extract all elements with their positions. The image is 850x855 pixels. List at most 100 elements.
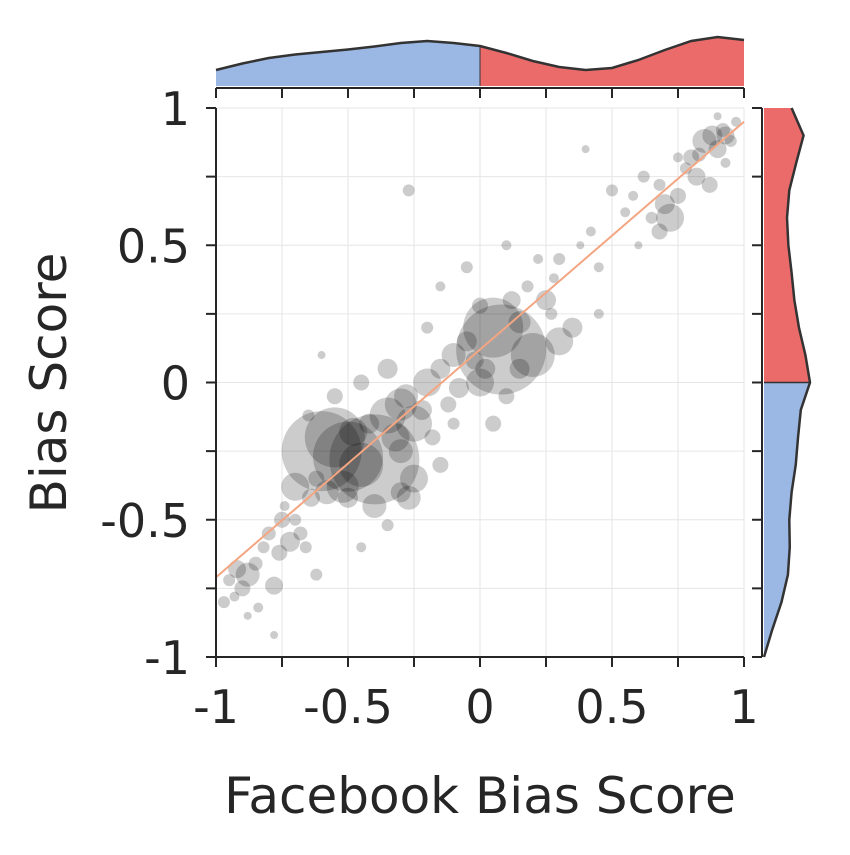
scatter-point <box>593 262 604 273</box>
grid-lines <box>215 107 745 658</box>
scatter-point <box>683 149 700 166</box>
scatter-point <box>248 556 263 571</box>
scatter-point <box>645 211 658 224</box>
scatter-point <box>576 241 585 250</box>
scatter-point <box>281 411 362 492</box>
scatter-point <box>651 223 668 240</box>
scatter-point <box>310 568 323 581</box>
scatter-point <box>441 343 466 368</box>
scatter-point <box>234 580 251 597</box>
scatter-point <box>498 388 515 405</box>
scatter-point <box>228 560 247 579</box>
scatter-point <box>634 241 643 250</box>
scatter-point <box>435 281 446 292</box>
scatter-point <box>509 358 530 379</box>
trend-line <box>215 120 745 579</box>
y-tick-label: 1 <box>161 82 190 136</box>
scatter-point <box>653 178 666 191</box>
scatter-point <box>628 190 639 201</box>
scatter-point <box>460 261 473 274</box>
scatter-point <box>673 152 683 163</box>
tick-labels: -1 -0.5 0 0.5 1 -1 -0.5 0 0.5 1 <box>100 82 758 734</box>
scatter-point <box>338 487 358 508</box>
scatter-point <box>485 415 502 432</box>
x-axis-title: Facebook Bias Score <box>224 767 736 825</box>
scatter-point <box>326 470 359 503</box>
scatter-point <box>521 280 534 293</box>
scatter-point <box>456 304 547 395</box>
scatter-point <box>293 526 308 541</box>
scatter-point <box>394 384 419 409</box>
scatter-point <box>656 203 685 232</box>
scatter-point <box>545 307 558 320</box>
scatter-point <box>456 331 477 352</box>
scatter-point <box>708 140 727 159</box>
scatter-point <box>329 414 420 505</box>
scatter-point <box>687 167 706 186</box>
scatter-point <box>501 240 512 251</box>
scatter-point <box>716 126 735 145</box>
scatter-point <box>548 273 559 284</box>
scatter-point <box>308 470 325 487</box>
scatter-point <box>243 611 252 620</box>
marginal-y-positive-fill <box>764 108 810 383</box>
scatter-point <box>279 531 300 552</box>
scatter-point <box>313 421 383 492</box>
marginal-y-negative-fill <box>764 382 810 657</box>
scatter-point <box>724 134 737 147</box>
scatter-point <box>223 574 236 587</box>
scatter-point <box>270 631 279 640</box>
x-tick-label: -0.5 <box>303 680 393 734</box>
scatter-point <box>585 226 596 237</box>
scatter-point <box>326 388 343 405</box>
scatter-point <box>670 187 686 204</box>
scatter-point <box>463 297 524 358</box>
scatter-point <box>472 297 488 314</box>
scatter-point <box>430 358 451 379</box>
scatter-point <box>715 122 730 137</box>
scatter-point <box>400 464 428 493</box>
scatter-point <box>702 125 723 146</box>
scatter-point <box>299 541 312 554</box>
scatter-point <box>353 374 370 391</box>
scatter-point <box>620 207 631 218</box>
scatter-point <box>448 377 469 398</box>
scatter-point <box>339 417 368 446</box>
scatter-point <box>553 252 566 265</box>
scatter-point <box>304 407 365 468</box>
scatter-point <box>317 351 326 360</box>
y-tick-label: 0.5 <box>117 219 190 273</box>
scatter-point <box>581 145 590 154</box>
scatter-point <box>229 591 240 602</box>
scatter-point <box>510 333 555 378</box>
scatter-point <box>679 162 692 175</box>
scatter-point <box>302 409 315 422</box>
scatter-point <box>339 442 384 487</box>
marginal-x-density <box>215 35 745 86</box>
scatter-point <box>654 194 675 215</box>
x-tick-label: 0 <box>465 680 494 734</box>
marginal-x-positive-fill <box>480 37 744 86</box>
scatter-point <box>359 413 380 434</box>
scatter-point <box>440 396 457 413</box>
scatter-point <box>271 544 288 561</box>
axes <box>206 87 763 667</box>
scatter-point <box>508 311 531 334</box>
x-tick-label: 1 <box>729 680 758 734</box>
scatter-point <box>701 176 718 193</box>
scatter-point <box>606 184 618 197</box>
scatter-point <box>388 439 413 464</box>
scatter-point <box>362 494 387 519</box>
scatter-point <box>402 184 415 197</box>
scatter-points <box>217 112 742 640</box>
scatter-point <box>465 351 484 370</box>
scatter-point <box>390 482 411 503</box>
scatter-point <box>265 576 284 595</box>
scatter-point <box>536 290 556 311</box>
scatter-point <box>381 519 394 532</box>
scatter-point <box>253 602 264 613</box>
scatter-point <box>533 253 544 264</box>
y-tick-label: -0.5 <box>100 494 190 548</box>
